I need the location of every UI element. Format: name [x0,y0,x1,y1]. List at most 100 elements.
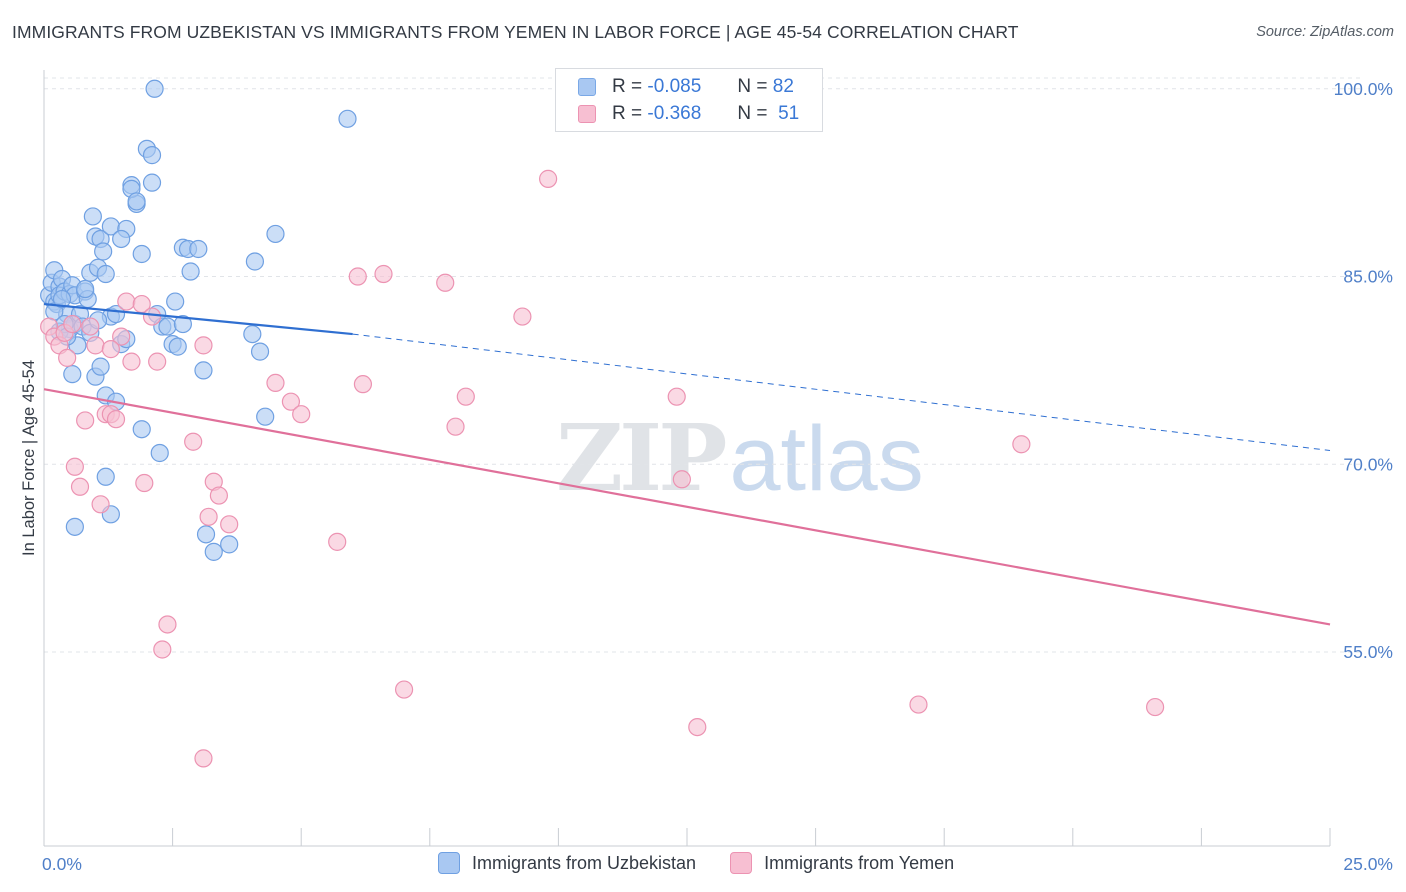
yemen-point [91,495,110,514]
uzbekistan-point [189,239,208,259]
yemen-point [1012,435,1031,454]
trend-lines [43,302,1331,626]
yemen-point [158,615,177,634]
yemen-point [456,387,475,406]
yemen-point [117,292,136,311]
legend-r-label: R = [612,76,643,97]
yemen-point [106,410,126,429]
uzbekistan-point [256,407,275,426]
uzbekistan-point [168,337,187,356]
uzbekistan-point [194,361,213,380]
yemen-point [81,317,100,336]
gridlines [44,77,1362,653]
yemen-point [86,336,105,355]
uzbekistan-point [196,525,216,544]
yemen-point [101,340,120,359]
legend-r-value: -0.368 [647,103,702,124]
yemen-point [394,680,414,699]
uzbekistan-point [150,443,169,463]
yemen-point [153,640,172,659]
yemen-point [184,432,203,451]
yemen-point [142,307,162,326]
uzbekistan-point [166,292,185,311]
yemen-point [209,486,228,505]
legend-r-label: R = [612,103,643,124]
x-tick-label: 25.0% [1343,854,1393,874]
yemen-point [436,273,455,292]
yemen-point [135,473,154,493]
yemen-point [76,411,95,430]
legend-n-label: N = [737,103,768,124]
yemen-point [328,532,347,551]
series-swatch-yemen [730,852,753,874]
uzbekistan-point [132,244,151,264]
yemen-point [63,314,82,334]
uzbekistan-point [245,252,265,271]
uzbekistan-point [91,357,110,376]
series-label-uzbekistan: Immigrants from Uzbekistan [472,852,697,873]
legend-swatch-uzbekistan [578,78,596,96]
legend-n-label: N = [737,76,768,97]
uzbekistan-point [96,467,115,486]
uzbekistan-point [112,229,131,249]
trend-line-uzbekistan-extension [352,333,1331,451]
yemen-point [446,417,465,436]
yemen-point [292,405,311,424]
yemen-point [667,387,686,406]
yemen-point [909,695,928,714]
uzbekistan-point [338,109,357,128]
tick-labels: 100.0% 85.0% 70.0% 55.0% 0.0% 25.0% In Labor F… [20,79,1393,874]
uzbekistan-point [65,517,84,536]
uzbekistan-point [94,242,113,261]
yemen-point [353,375,373,394]
trend-line-yemen [43,388,1331,626]
axes [43,70,1331,847]
uzbekistan-point [127,192,146,211]
series-label-yemen: Immigrants from Yemen [764,852,955,873]
legend-row-uzbekistan: R = -0.085 N = 82 [578,74,794,100]
y-tick-label: 55.0% [1343,642,1393,662]
uzbekistan-point [142,146,162,165]
uzbekistan-point [132,420,151,439]
yemen-point [374,264,393,284]
legend-n-value: 51 [778,103,800,124]
y-axis-title: In Labor Force | Age 45-54 [20,360,38,556]
series-swatch-uzbekistan [438,852,460,874]
yemen-point [672,470,691,489]
trend-line-uzbekistan [43,302,353,336]
yemen-point [539,169,558,188]
yemen-point [513,307,532,326]
yemen-point [58,348,77,367]
correlation-legend: R = -0.085 N = 82 R = -0.368 N = 51 [555,68,823,132]
yemen-point [1146,697,1165,717]
legend-n-value: 82 [772,76,794,97]
yemen-point [281,392,301,411]
uzbekistan-point [145,79,164,98]
legend-swatch-yemen [578,105,596,123]
uzbekistan-point [243,324,262,344]
yemen-point [220,515,239,534]
yemen-point [148,352,167,371]
yemen-point [348,267,367,286]
source-label: Source: ZipAtlas.com [1256,24,1394,40]
y-tick-label: 100.0% [1334,79,1393,99]
yemen-point [70,477,90,496]
yemen-point [194,749,213,768]
uzbekistan-point [96,264,115,284]
series-legend-uzbekistan[interactable]: Immigrants from Uzbekistan [438,852,696,874]
uzbekistan-point [181,262,200,281]
y-tick-label: 85.0% [1343,267,1393,287]
uzbekistan-point [266,224,285,244]
series-legend-yemen[interactable]: Immigrants from Yemen [730,852,954,874]
chart-title: IMMIGRANTS FROM UZBEKISTAN VS IMMIGRANTS… [12,22,1019,42]
legend-r-value: -0.085 [647,76,702,97]
yemen-point [194,336,213,355]
uzbekistan-point [158,317,177,336]
yemen-point [266,373,285,393]
yemen-points [40,169,1165,768]
uzbekistan-point [142,173,162,192]
uzbekistan-point [63,365,82,384]
uzbekistan-point [250,342,270,361]
y-tick-label: 70.0% [1343,454,1393,474]
